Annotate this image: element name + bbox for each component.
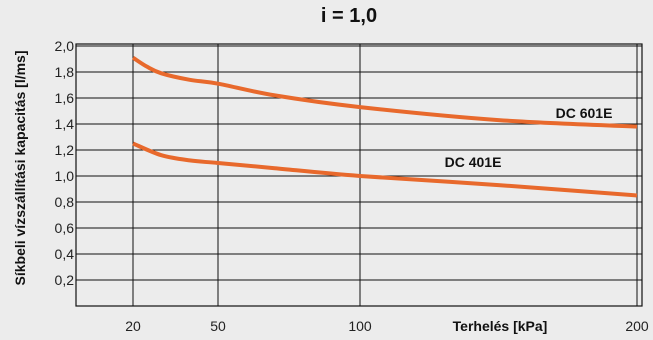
x-tick-label: 100 — [348, 318, 372, 334]
series-label-1: DC 601E — [556, 105, 613, 121]
y-tick-label: 1,8 — [55, 64, 75, 80]
y-tick-label: 2,0 — [55, 38, 75, 54]
x-axis-label: Terhelés [kPa] — [453, 318, 548, 334]
series-labels: DC 601E DC 401E — [445, 105, 613, 170]
y-tick-label: 0,2 — [55, 272, 75, 288]
x-tick-label: 200 — [625, 318, 649, 334]
x-tick-label: 20 — [125, 318, 141, 334]
x-tick-label: 50 — [210, 318, 226, 334]
y-tick-label: 1,4 — [55, 116, 75, 132]
series-label-2: DC 401E — [445, 154, 502, 170]
series-line-2 — [132, 141, 638, 198]
y-tick-label: 0,4 — [55, 246, 75, 262]
y-tick-label: 0,8 — [55, 194, 75, 210]
series-lines — [131, 56, 638, 198]
y-tick-labels: 0,2 0,4 0,6 0,8 1,0 1,2 1,4 1,6 1,8 2,0 — [55, 38, 75, 288]
y-axis-label: Síkbeli vízszállítási kapacitás [l/ms] — [12, 51, 28, 286]
y-tick-label: 1,6 — [55, 90, 75, 106]
y-tick-label: 0,6 — [55, 220, 75, 236]
series-line-1 — [131, 56, 638, 129]
y-tick-label: 1,2 — [55, 142, 75, 158]
chart-title: i = 1,0 — [321, 5, 377, 27]
plot-frame — [75, 43, 643, 307]
y-tick-label: 1,0 — [55, 168, 75, 184]
x-tick-labels: 20 50 100 200 — [125, 318, 649, 334]
